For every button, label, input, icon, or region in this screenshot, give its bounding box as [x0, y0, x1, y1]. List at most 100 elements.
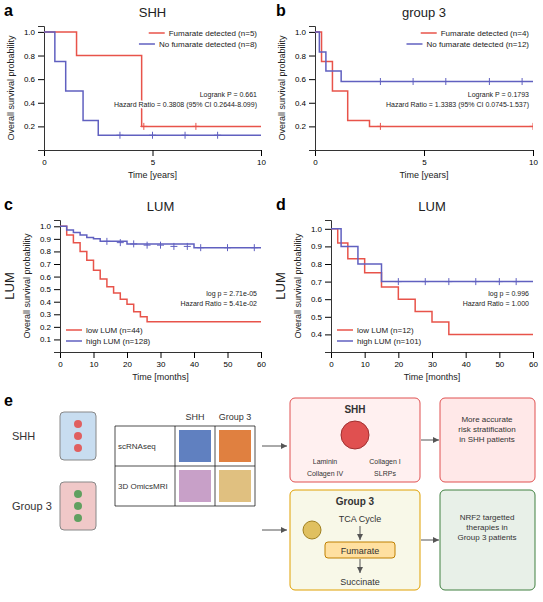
diagram: eSHHGroup 3SHHGroup 3scRNAseq3D OmicsMRI… [4, 392, 535, 590]
censor-mark [472, 278, 479, 285]
survival-line [44, 32, 261, 135]
panel-label: a [4, 2, 13, 19]
x-axis: 0510 [42, 150, 266, 167]
plot-area [44, 32, 261, 139]
diagram-text: SLRPs [374, 470, 396, 477]
tick-mark [38, 79, 44, 80]
beaker [60, 412, 96, 460]
censor-mark [410, 78, 417, 85]
tick-label: 0.2 [24, 122, 36, 131]
panel-label: c [4, 196, 13, 213]
x-axis-title: Time [years] [128, 170, 177, 180]
y-axis-title: Overall survival probability [293, 233, 303, 339]
tick: 0.2 [40, 323, 60, 332]
tick-mark [153, 150, 154, 156]
stats-text: Hazard Ratio = 1.000 [463, 300, 529, 307]
censor-mark [395, 278, 402, 285]
tick: 0.5 [311, 313, 331, 322]
tick: 0 [329, 352, 334, 369]
tick-mark [38, 126, 44, 127]
survival-line [60, 226, 261, 247]
tick-mark [228, 352, 229, 358]
tick: 20 [394, 352, 403, 369]
y-axis-title: Overall survival probability [22, 233, 32, 339]
diagram-text: Collagen I [369, 458, 401, 466]
tick-mark [38, 56, 44, 57]
y-axis: 0.40.50.60.70.80.91.0 [311, 221, 332, 353]
tick-label: 30 [428, 360, 437, 369]
tick: 0.4 [295, 99, 315, 108]
tick: 40 [462, 352, 471, 369]
legend-swatch [66, 340, 82, 342]
tick-mark [325, 317, 331, 318]
censor-mark [197, 244, 204, 251]
tick-label: 50 [495, 360, 504, 369]
arrow [360, 526, 361, 540]
diagram-text: 3D OmicsMRI [118, 482, 168, 491]
tick: 1.0 [295, 28, 315, 37]
survival-line [315, 32, 533, 82]
dot [74, 514, 82, 522]
tick-label: 5 [422, 158, 427, 167]
tick-label: 60 [529, 360, 538, 369]
x-axis: 0102030405060 [329, 352, 538, 369]
text-line: NRF2 targetted [460, 513, 515, 522]
censor-mark [157, 242, 164, 249]
image-box [219, 430, 251, 462]
legend-label: No fumarate detected (n=12) [426, 40, 529, 49]
text-line: More accurate [461, 415, 513, 424]
tick-mark [325, 334, 331, 335]
tick: 0.6 [311, 295, 331, 304]
arrow [262, 446, 287, 447]
tick-label: 0.8 [295, 52, 307, 61]
legend-entry: low LUM (n=12) [337, 326, 414, 335]
censor-mark [519, 78, 526, 85]
tick: 50 [495, 352, 504, 369]
tick: 60 [529, 352, 538, 369]
tick-mark [325, 282, 331, 283]
legend-entry: high LUM (n=128) [66, 337, 151, 346]
stats-text: Hazard Ratio = 1.3383 (95% CI 0.0745-1.5… [386, 101, 529, 109]
panel: 05100.20.40.60.81.0group 3Time [years]Ov… [276, 2, 538, 180]
tick-mark [127, 352, 128, 358]
tick-mark [54, 339, 60, 340]
tick: 0.8 [40, 247, 60, 256]
y-axis: 0.20.40.60.81.0 [24, 27, 45, 151]
censor-mark [224, 244, 231, 251]
tick-label: 0.7 [40, 260, 52, 269]
tick: 0.9 [311, 242, 331, 251]
tick-mark [398, 352, 399, 358]
legend: low LUM (n=12)high LUM (n=101) [337, 326, 422, 346]
tick-mark [161, 352, 162, 358]
box [290, 490, 420, 590]
censor-mark [117, 239, 124, 246]
tick-mark [54, 277, 60, 278]
tumor [341, 421, 369, 449]
stats-text: Hazard Ratio = 0.3808 (95% CI 0.2644-8.0… [114, 101, 257, 109]
dot [74, 490, 82, 498]
x-axis-title: Time [months] [404, 372, 461, 382]
tick-mark [309, 32, 315, 33]
censor-mark [130, 240, 137, 247]
censor-mark [496, 278, 503, 285]
tick-label: 0.8 [24, 52, 36, 61]
legend: low LUM (n=44)high LUM (n=128) [66, 326, 151, 346]
tick-label: 0.6 [24, 75, 36, 84]
diagram-text: Collagen IV [307, 470, 344, 478]
tick-label: 20 [123, 360, 132, 369]
tick-label: 0 [329, 360, 334, 369]
tick-label: 20 [394, 360, 403, 369]
tick-label: 30 [157, 360, 166, 369]
censor-mark [486, 78, 493, 85]
censor-mark [214, 132, 221, 139]
censor-mark [530, 123, 534, 130]
tick-mark [432, 352, 433, 358]
diagram-text: SHH [185, 412, 204, 422]
censor-mark [377, 123, 384, 130]
tick-label: 40 [462, 360, 471, 369]
legend-entry: Fumarate detected (n=5) [149, 29, 258, 38]
censor-mark [377, 78, 384, 85]
legend: Fumarate detected (n=5)No fumarate detec… [139, 29, 257, 49]
tick-mark [54, 264, 60, 265]
axis-line [325, 221, 332, 353]
